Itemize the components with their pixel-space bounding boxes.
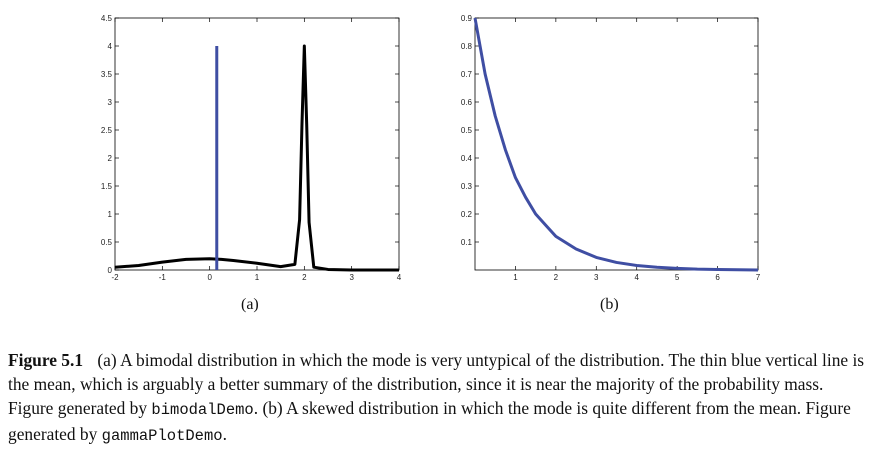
chart-a-xtick-label: -2 <box>111 273 119 282</box>
caption-body: (a) A bimodal distribution in which the … <box>8 350 865 445</box>
caption-text: . <box>222 424 227 444</box>
chart-b-xtick-label: 7 <box>756 273 761 282</box>
chart-b-ytick-label: 0.7 <box>461 70 473 79</box>
chart-a-ytick-label: 1 <box>108 210 113 219</box>
chart-a-xtick-label: 2 <box>302 273 307 282</box>
chart-a-ytick-label: 4.5 <box>101 14 113 23</box>
chart-b-ytick-label: 0.5 <box>461 126 473 135</box>
panel-label-b: (b) <box>600 296 619 313</box>
panel-label-a: (a) <box>241 296 259 313</box>
caption-code: gammaPlotDemo <box>101 427 223 445</box>
chart-b-xtick-label: 4 <box>634 273 639 282</box>
chart-a-ytick-label: 0 <box>108 266 113 275</box>
caption-text: . (b) A skewed distribution in which the… <box>8 398 851 444</box>
chart-b-xtick-label: 3 <box>594 273 599 282</box>
chart-a-ytick-label: 0.5 <box>101 238 113 247</box>
chart-b-xtick-label: 2 <box>554 273 559 282</box>
chart-a-xtick-label: -1 <box>159 273 167 282</box>
chart-a-xtick-label: 4 <box>397 273 402 282</box>
chart-a-ytick-label: 3.5 <box>101 70 113 79</box>
chart-a: -2 -1 0 1 2 3 4 0 0.5 1 1.5 2 2.5 3 3.5 4 4.5 <box>101 14 402 282</box>
chart-b-series-line-0 <box>473 17 759 272</box>
figure-label: Figure 5.1 <box>8 350 84 370</box>
chart-b: 1 2 3 4 5 6 7 0.1 0.2 0.3 0.4 0.5 0.6 0.7 0.8 0.9 <box>461 14 761 282</box>
chart-a-xtick-label: 3 <box>349 273 354 282</box>
chart-a-ytick-label: 4 <box>108 42 113 51</box>
chart-a-series-line-0 <box>114 44 399 272</box>
chart-b-ytick-label: 0.9 <box>461 14 473 23</box>
caption-code: bimodalDemo <box>151 401 254 419</box>
chart-a-ytick-label: 2 <box>108 154 113 163</box>
chart-b-xtick-label: 1 <box>513 273 518 282</box>
chart-b-ytick-label: 0.6 <box>461 98 473 107</box>
chart-a-ytick-label: 3 <box>108 98 113 107</box>
chart-a-ytick-label: 1.5 <box>101 182 113 191</box>
chart-a-ytick-label: 2.5 <box>101 126 113 135</box>
chart-a-xtick-label: 0 <box>207 273 212 282</box>
chart-b-xtick-label: 6 <box>715 273 720 282</box>
figure-caption: Figure 5.1 (a) A bimodal distribution in… <box>8 348 866 448</box>
chart-b-ytick-label: 0.4 <box>461 154 473 163</box>
chart-b-ytick-label: 0.3 <box>461 182 473 191</box>
chart-b-ytick-label: 0.1 <box>461 238 473 247</box>
chart-b-ytick-label: 0.8 <box>461 42 473 51</box>
chart-b-xtick-label: 5 <box>675 273 680 282</box>
chart-b-ytick-label: 0.2 <box>461 210 473 219</box>
caption-text: (a) A bimodal distribution in which the … <box>8 350 865 418</box>
chart-a-xtick-label: 1 <box>255 273 260 282</box>
chart-b-axes-frame <box>474 17 759 271</box>
